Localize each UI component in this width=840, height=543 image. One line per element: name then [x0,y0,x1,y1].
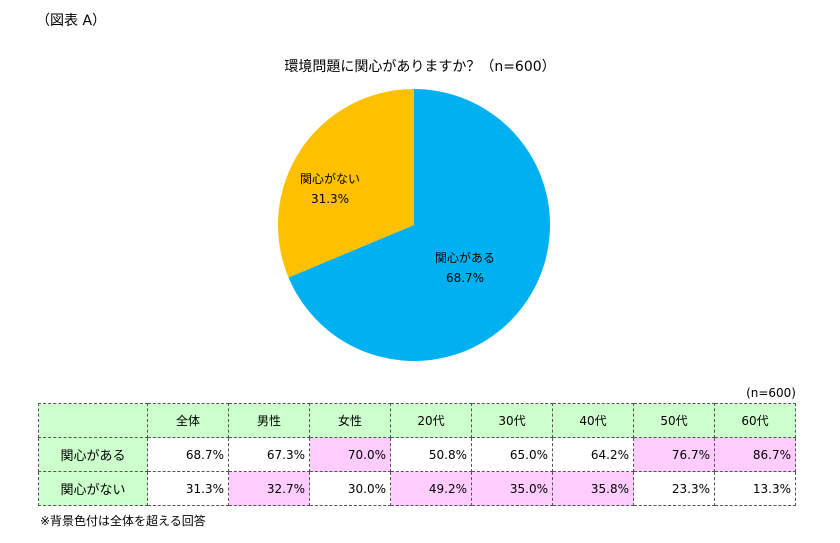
table-row: 関心がない 31.3% 32.7% 30.0% 49.2% 35.0% 35.8% 23.3%… [38,471,796,506]
table-cell: 65.0% [471,437,553,472]
slice-label: 関心がある [435,250,495,265]
figure-label: （図表 A） [36,13,107,29]
column-header: 60代 [714,403,796,438]
table-cell: 50.8% [390,437,472,472]
table-cell: 49.2% [390,471,472,506]
table-cell: 76.7% [633,437,715,472]
pie-slice [278,89,414,278]
table-cell: 86.7% [714,437,796,472]
table-cell: 35.8% [552,471,634,506]
row-header: 関心がない [38,471,148,506]
table-header-row: 全体 男性 女性 20代 30代 40代 50代 60代 [38,403,796,438]
table-cell: 13.3% [714,471,796,506]
table-cell: 32.7% [228,471,310,506]
footnote: ※背景色付は全体を超える回答 [40,514,206,528]
sample-size-note: (n=600) [746,386,796,400]
table-cell: 35.0% [471,471,553,506]
table-cell: 64.2% [552,437,634,472]
chart-title: 環境問題に関心がありますか？（n=600） [284,59,556,75]
slice-label: 31.3% [311,192,349,206]
column-header: 50代 [633,403,715,438]
column-header: 30代 [471,403,553,438]
table-row: 関心がある 68.7% 67.3% 70.0% 50.8% 65.0% 64.2% 76.7%… [38,437,796,472]
column-header: 男性 [228,403,310,438]
table-cell: 23.3% [633,471,715,506]
table-cell: 31.3% [147,471,229,506]
table-cell: 30.0% [309,471,391,506]
column-header: 女性 [309,403,391,438]
column-header: 全体 [147,403,229,438]
column-header: 20代 [390,403,472,438]
slice-label: 関心がない [300,171,360,186]
slice-label: 68.7% [446,271,484,285]
table-cell: 68.7% [147,437,229,472]
column-header: 40代 [552,403,634,438]
table-cell: 70.0% [309,437,391,472]
pie-chart: 関心がある 68.7% 関心がない 31.3% [278,89,550,361]
corner-cell [38,403,148,438]
pie-slice [288,89,550,361]
row-header: 関心がある [38,437,148,472]
results-table: 全体 男性 女性 20代 30代 40代 50代 60代 関心がある 68.7% 67.3% 70.0… [38,403,796,506]
table-cell: 67.3% [228,437,310,472]
